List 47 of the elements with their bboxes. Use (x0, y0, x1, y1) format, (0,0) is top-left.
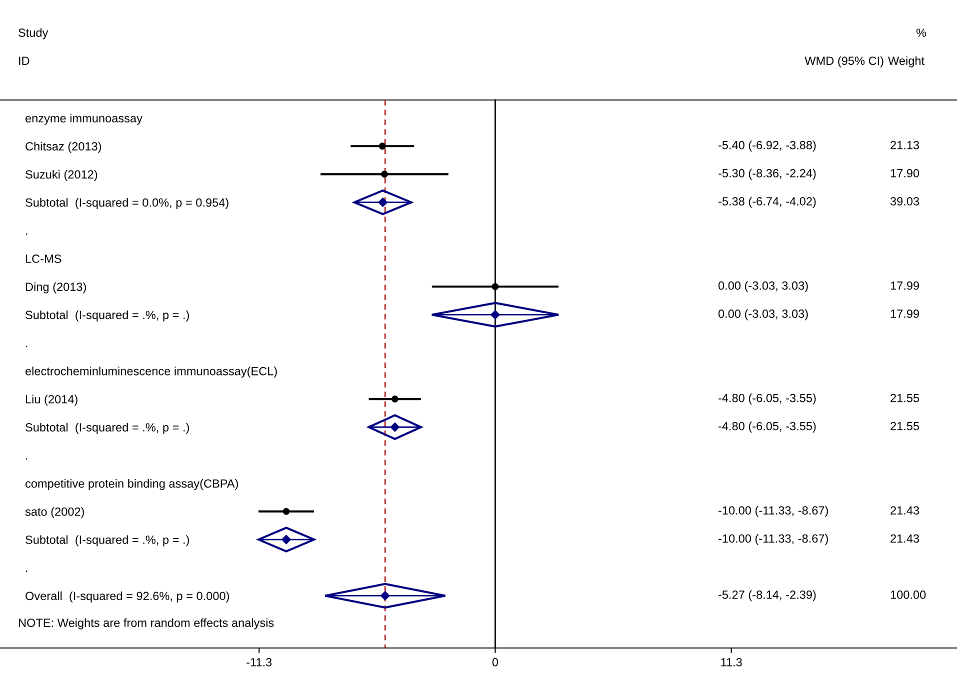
text: % (916, 28, 926, 37)
point (282, 508, 290, 515)
x-tick-label: 11.3 (721, 658, 742, 666)
y-tick-label: Subtotal (I-squared = .%, p = .) (26, 535, 189, 546)
y-tick-label: . (26, 458, 28, 460)
text: -5.27 (-8.14, -2.39) 100.00 (718, 590, 926, 602)
text: 0.00 (-3.03, 3.03) 17.99 (718, 281, 919, 292)
text: ID (19, 56, 30, 65)
text: Weight (888, 56, 924, 68)
point (378, 198, 388, 207)
y-tick-label: Subtotal (I-squared = 0.0%, p = 0.954) (26, 198, 228, 210)
y-tick-label: Chitsaz (2013) (26, 142, 102, 153)
point (391, 396, 398, 402)
point (490, 310, 500, 320)
y-tick-label: Liu (2014) (26, 394, 78, 406)
point (381, 170, 388, 178)
point (380, 591, 390, 600)
text: -5.38 (-6.74, -4.02) 39.03 (718, 196, 920, 208)
y-tick-label: Subtotal (I-squared = .%, p = .) (26, 422, 189, 434)
y-tick-label: Subtotal (I-squared = .%, p = .) (26, 310, 189, 322)
y-tick-label: enzyme immunoassay (26, 114, 142, 125)
y-tick-label: competitive protein binding assay(CBPA) (26, 479, 238, 490)
text: -10.00 (-11.33, -8.67) 21.43 (718, 534, 920, 546)
y-tick-label: . (26, 570, 28, 572)
text: WMD (95% CI) (804, 56, 884, 68)
text: -5.30 (-8.36, -2.24) 17.90 (718, 168, 920, 180)
text: -4.80 (-6.05, -3.55) 21.55 (718, 422, 920, 433)
y-tick-label: . (26, 346, 28, 348)
y-tick-label: Ding (2013) (26, 282, 86, 294)
y-tick-label: LC-MS (26, 254, 62, 263)
text: 0.00 (-3.03, 3.03) 17.99 (718, 309, 919, 320)
text: -5.40 (-6.92, -3.88) 21.13 (718, 140, 920, 152)
x-tick-label: 0 (492, 658, 498, 666)
text: -4.80 (-6.05, -3.55) 21.55 (718, 394, 920, 405)
point (282, 534, 291, 544)
y-tick-label: sato (2002) (25, 507, 84, 518)
point (390, 422, 400, 432)
text: NOTE: Weights are from random effects analysis (18, 618, 274, 630)
x-tick-label: -11.3 (246, 658, 272, 666)
y-tick-label: . (26, 233, 28, 235)
text: -10.00 (-11.33, -8.67) 21.43 (718, 506, 920, 517)
point (492, 283, 499, 290)
point (378, 142, 386, 150)
y-tick-label: Overall (I-squared = 92.6%, p = 0.000) (26, 591, 230, 602)
y-tick-label: electrocheminluminescence immunoassay(ECL) (26, 366, 277, 378)
text: Study (18, 28, 48, 40)
y-tick-label: Suzuki (2012) (26, 170, 98, 181)
